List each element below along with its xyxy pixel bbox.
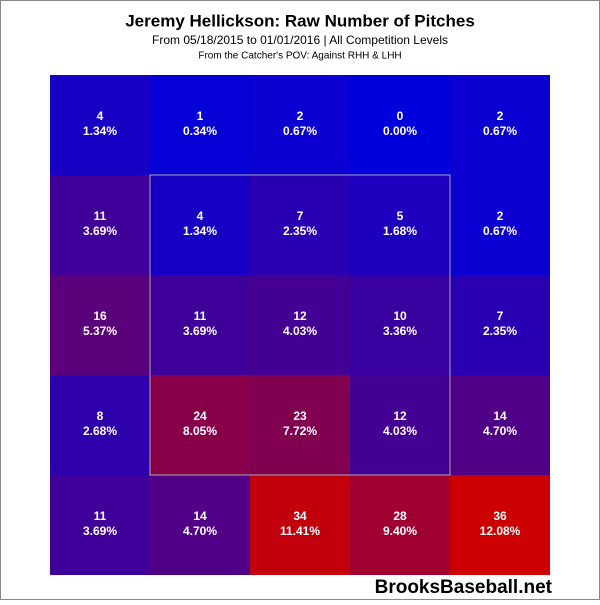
strike-zone xyxy=(149,174,451,476)
heatmap-cell xyxy=(50,375,150,475)
heatmap-cell xyxy=(450,375,550,475)
cell-count: 11 xyxy=(94,509,107,523)
heatmap-cell xyxy=(250,475,350,575)
heatmap-cell xyxy=(250,175,350,275)
watermark: BrooksBaseball.net xyxy=(375,577,553,598)
heatmap-cell xyxy=(450,175,550,275)
cell-count: 0 xyxy=(397,109,404,123)
cell-percent: 1.34% xyxy=(183,224,217,238)
cell-percent: 8.05% xyxy=(183,424,217,438)
cell-count: 2 xyxy=(297,109,304,123)
cell-percent: 0.34% xyxy=(183,124,217,138)
cell-count: 10 xyxy=(393,309,407,323)
cell-count: 14 xyxy=(193,509,207,523)
cell-percent: 4.70% xyxy=(483,424,517,438)
heatmap-cell xyxy=(150,275,250,375)
heatmap-cell xyxy=(350,275,450,375)
heatmap-cell xyxy=(50,175,150,275)
cell-percent: 1.34% xyxy=(83,124,117,138)
cell-count: 16 xyxy=(93,309,107,323)
cell-percent: 5.37% xyxy=(83,324,117,338)
heatmap-cell xyxy=(350,175,450,275)
cell-percent: 0.67% xyxy=(283,124,317,138)
heatmap-cell xyxy=(450,75,550,175)
cell-percent: 9.40% xyxy=(383,524,417,538)
heatmap-cell xyxy=(450,275,550,375)
heatmap-cell xyxy=(150,175,250,275)
heatmap-cell xyxy=(150,375,250,475)
cell-percent: 2.35% xyxy=(483,324,517,338)
heatmap-cell xyxy=(150,75,250,175)
cell-count: 12 xyxy=(293,309,307,323)
heatmap-grid: 41.34%10.34%20.67%00.00%20.67%113.69%41.… xyxy=(50,75,550,575)
cell-count: 5 xyxy=(397,209,404,223)
heatmap-cell xyxy=(350,475,450,575)
cell-count: 4 xyxy=(197,209,204,223)
chart-subtitle: From 05/18/2015 to 01/01/2016 | All Comp… xyxy=(152,33,448,47)
cell-percent: 7.72% xyxy=(283,424,317,438)
chart-note: From the Catcher's POV: Against RHH & LH… xyxy=(198,51,401,62)
heatmap-cell xyxy=(50,475,150,575)
cell-count: 2 xyxy=(497,209,504,223)
heatmap-cell xyxy=(350,375,450,475)
cell-count: 24 xyxy=(193,409,207,423)
cell-percent: 12.08% xyxy=(480,524,521,538)
heatmap-cell xyxy=(250,275,350,375)
cell-percent: 4.03% xyxy=(383,424,417,438)
cell-percent: 11.41% xyxy=(280,524,320,538)
cell-count: 7 xyxy=(297,209,304,223)
cell-percent: 3.69% xyxy=(83,224,117,238)
cell-count: 8 xyxy=(97,409,104,423)
cell-count: 28 xyxy=(393,509,407,523)
cell-count: 23 xyxy=(293,409,307,423)
cell-count: 1 xyxy=(197,109,204,123)
cell-percent: 0.67% xyxy=(483,124,517,138)
heatmap-cell xyxy=(50,75,150,175)
cell-percent: 3.69% xyxy=(183,324,217,338)
heatmap-cell xyxy=(250,375,350,475)
cell-percent: 4.70% xyxy=(183,524,217,538)
cell-count: 36 xyxy=(493,509,507,523)
heatmap-cell xyxy=(150,475,250,575)
cell-count: 4 xyxy=(97,109,104,123)
heatmap-cell xyxy=(50,275,150,375)
cell-count: 7 xyxy=(497,309,504,323)
cell-percent: 3.36% xyxy=(383,324,417,338)
cell-count: 14 xyxy=(493,409,507,423)
cell-count: 12 xyxy=(393,409,407,423)
cell-percent: 3.69% xyxy=(83,524,117,538)
chart-title: Jeremy Hellickson: Raw Number of Pitches xyxy=(125,11,475,30)
cell-percent: 0.00% xyxy=(383,124,417,138)
cell-count: 11 xyxy=(194,309,207,323)
heatmap-cell xyxy=(350,75,450,175)
cell-percent: 4.03% xyxy=(283,324,317,338)
cell-count: 34 xyxy=(293,509,307,523)
cell-percent: 2.35% xyxy=(283,224,317,238)
cell-percent: 0.67% xyxy=(483,224,517,238)
cell-count: 11 xyxy=(94,209,107,223)
cell-percent: 2.68% xyxy=(83,424,117,438)
heatmap-cell xyxy=(250,75,350,175)
heatmap-cell xyxy=(450,475,550,575)
cell-percent: 1.68% xyxy=(383,224,417,238)
cell-count: 2 xyxy=(497,109,504,123)
